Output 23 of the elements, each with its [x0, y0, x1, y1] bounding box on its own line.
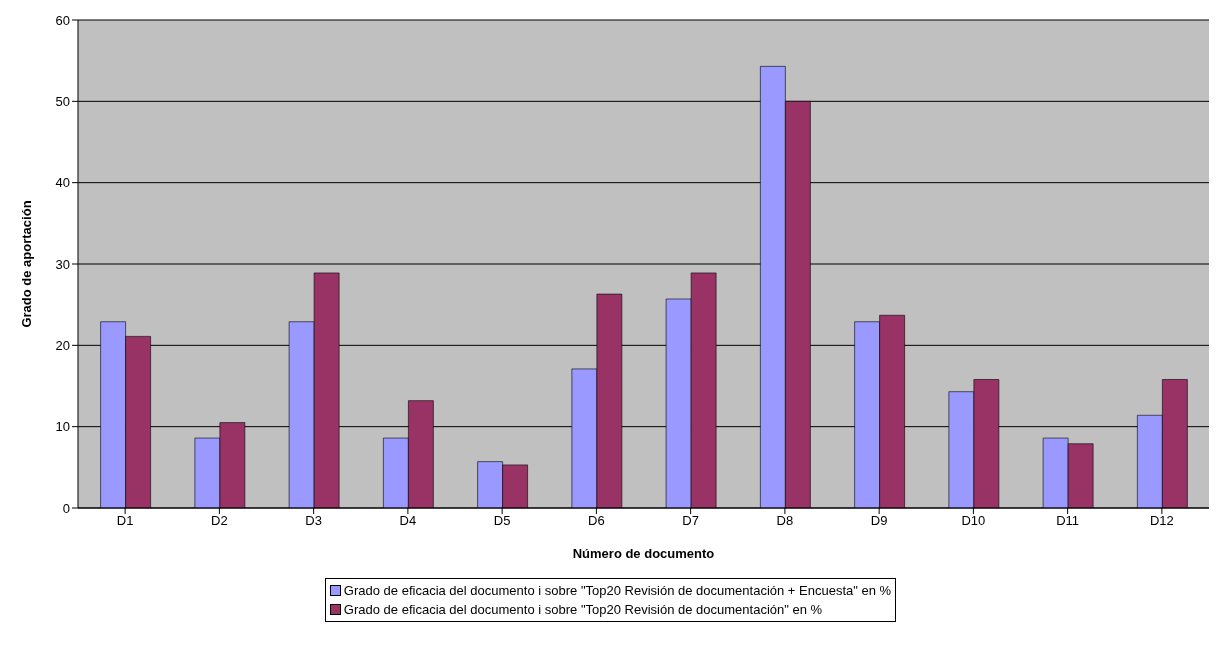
y-tick-label: 20 [55, 337, 70, 353]
x-tick-label: D6 [588, 513, 605, 529]
legend-label: Grado de eficacia del documento i sobre "Top20 Revisión de documentación + Encuesta" en % [343, 582, 892, 600]
x-axis-title: Número de documento [572, 546, 715, 561]
x-tick-label: D9 [870, 513, 888, 529]
x-tick-label: D1 [116, 513, 134, 529]
x-tick-label: D7 [682, 513, 699, 529]
y-tick-label: 50 [55, 93, 70, 109]
y-tick-label: 0 [62, 500, 70, 516]
x-tick-label: D3 [305, 513, 322, 529]
x-tick-label: D5 [493, 513, 511, 529]
y-tick-label: 30 [55, 256, 70, 272]
x-tick-label: D11 [1056, 513, 1080, 529]
legend-label: Grado de eficacia del documento i sobre "Top20 Revisión de documentación" en % [343, 601, 823, 619]
y-tick-label: 40 [55, 175, 70, 191]
x-tick-label: D12 [1149, 513, 1174, 529]
x-tick-label: D2 [211, 513, 228, 529]
x-tick-label: D4 [399, 513, 417, 529]
x-tick-label: D8 [776, 513, 794, 529]
y-tick-label: 10 [55, 419, 70, 435]
y-tick-label: 60 [55, 12, 70, 28]
x-tick-label: D10 [961, 513, 986, 529]
y-axis-title: Grado de aportación [18, 200, 34, 328]
